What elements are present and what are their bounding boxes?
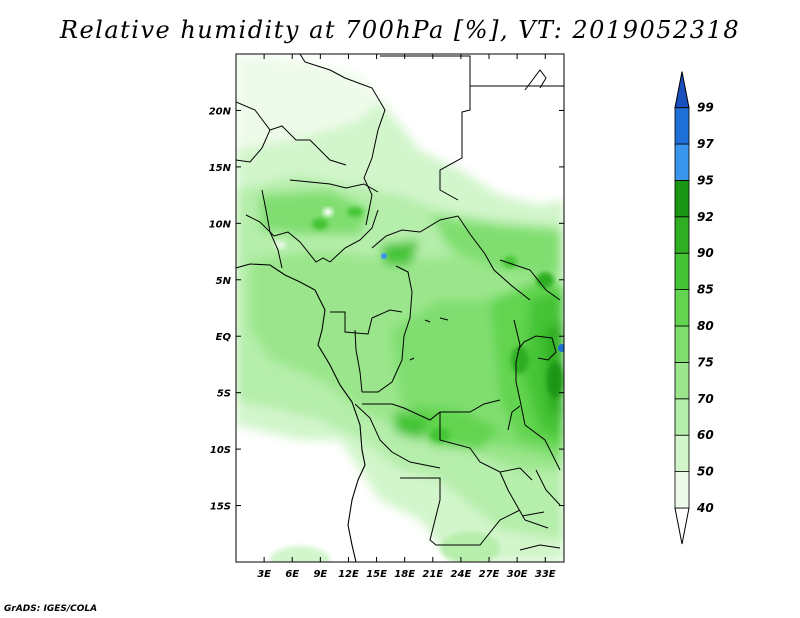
colorbar-label: 85 bbox=[697, 283, 714, 297]
lon-tick-label: 12E bbox=[338, 569, 359, 580]
lon-tick-label: 30E bbox=[507, 569, 528, 580]
colorbar-label: 70 bbox=[697, 392, 714, 406]
colorbar-segment bbox=[674, 289, 690, 327]
country-borders bbox=[236, 54, 564, 562]
colorbar-segment bbox=[674, 216, 690, 254]
colorbar-segment bbox=[674, 107, 690, 145]
lon-tick-label: 6E bbox=[285, 569, 299, 580]
map-title: Relative humidity at 700hPa [%], VT: 201… bbox=[59, 16, 741, 44]
colorbar-label: 92 bbox=[697, 210, 714, 224]
colorbar-segment bbox=[674, 325, 690, 363]
colorbar-label: 60 bbox=[697, 428, 714, 442]
colorbar-label: 95 bbox=[697, 173, 714, 187]
grads-credit: GrADS: IGES/COLA bbox=[4, 604, 98, 614]
lon-tick-label: 15E bbox=[366, 569, 387, 580]
colorbar-label: 97 bbox=[697, 137, 714, 151]
colorbar-label: 99 bbox=[697, 101, 714, 115]
lon-tick-label: 9E bbox=[313, 569, 327, 580]
colorbar: 40 50 60 70 75 80 85 90 92 95 97 99 bbox=[674, 71, 714, 545]
colorbar-label: 90 bbox=[697, 246, 714, 260]
lat-tick-label: 20N bbox=[209, 106, 232, 117]
lat-tick-label: EQ bbox=[216, 332, 232, 343]
lat-tick-label: 5N bbox=[216, 276, 232, 287]
lon-tick-label: 27E bbox=[479, 569, 500, 580]
lat-tick-label: 10S bbox=[210, 445, 231, 456]
lat-tick-label: 15N bbox=[209, 163, 232, 174]
colorbar-over-triangle bbox=[674, 71, 690, 109]
lon-tick-label: 33E bbox=[535, 569, 556, 580]
lat-tick-label: 10N bbox=[209, 219, 232, 230]
colorbar-label: 50 bbox=[697, 465, 714, 479]
lon-tick-label: 21E bbox=[422, 569, 443, 580]
colorbar-segment bbox=[674, 143, 690, 181]
colorbar-under-triangle bbox=[674, 507, 690, 545]
colorbar-label: 75 bbox=[697, 355, 714, 369]
axis-ticks: 3E 6E 9E 12E 15E 18E 21E 24E 27E 30E 33E 20N 15N 10N 5… bbox=[209, 54, 564, 580]
lat-tick-label: 5S bbox=[217, 389, 231, 400]
colorbar-segment bbox=[674, 471, 690, 509]
lon-tick-label: 3E bbox=[257, 569, 271, 580]
lon-tick-label: 24E bbox=[451, 569, 472, 580]
colorbar-label: 40 bbox=[696, 501, 714, 515]
lon-tick-label: 18E bbox=[394, 569, 415, 580]
humidity-field bbox=[236, 54, 564, 562]
colorbar-segment bbox=[674, 398, 690, 436]
lat-tick-label: 15S bbox=[210, 502, 231, 513]
colorbar-segment bbox=[674, 434, 690, 473]
colorbar-segment bbox=[674, 361, 690, 400]
map-frame bbox=[235, 53, 565, 563]
colorbar-segment bbox=[674, 179, 690, 218]
colorbar-label: 80 bbox=[697, 319, 714, 333]
colorbar-segment bbox=[674, 252, 690, 290]
